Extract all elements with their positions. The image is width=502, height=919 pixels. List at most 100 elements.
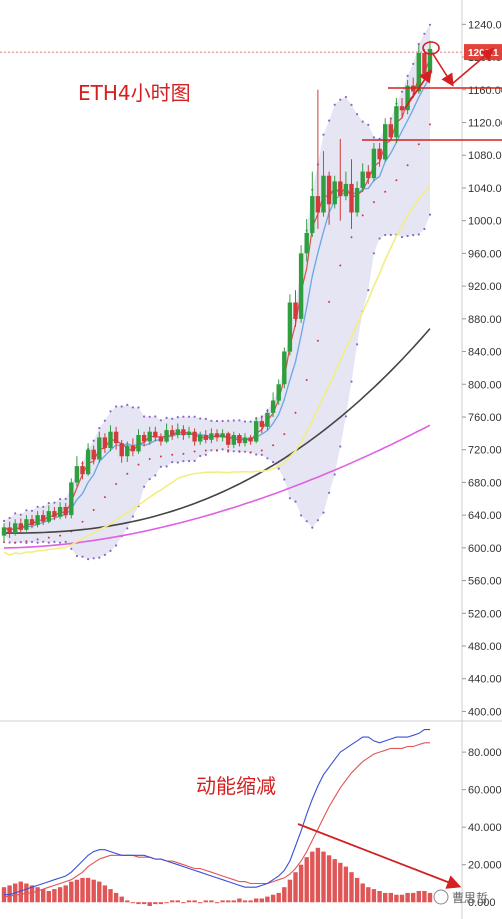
bollinger-upper-dot bbox=[30, 509, 34, 512]
bollinger-upper-dot bbox=[103, 419, 106, 422]
sar-dot bbox=[3, 541, 5, 544]
candle-body bbox=[7, 527, 12, 534]
candle-body bbox=[158, 437, 164, 442]
bollinger-lower-dot bbox=[176, 461, 179, 464]
candle-body bbox=[276, 384, 281, 401]
candle-body bbox=[147, 431, 152, 442]
histogram-bar bbox=[147, 902, 152, 906]
bollinger-upper-dot bbox=[92, 439, 95, 442]
candle-body bbox=[310, 196, 315, 233]
histogram-bar bbox=[242, 900, 248, 903]
price-tick-label: 640.00 bbox=[468, 510, 502, 522]
histogram-bar bbox=[170, 900, 175, 903]
candle-body bbox=[18, 523, 23, 530]
histogram-bar bbox=[52, 889, 57, 903]
bollinger-upper-dot bbox=[131, 406, 134, 409]
candle-body bbox=[304, 232, 309, 254]
bollinger-upper-dot bbox=[215, 419, 219, 423]
histogram-bar bbox=[198, 902, 203, 904]
histogram-bar bbox=[226, 900, 231, 903]
chart-title-annotation: ETH4小时图 bbox=[78, 81, 191, 105]
bollinger-upper-dot bbox=[339, 98, 342, 101]
histogram-bar bbox=[287, 879, 293, 903]
sar-dot bbox=[316, 339, 319, 342]
candle-body bbox=[343, 183, 349, 197]
sar-dot bbox=[92, 509, 95, 511]
candle-body bbox=[332, 181, 337, 205]
candle-body bbox=[63, 507, 68, 516]
bollinger-lower-dot bbox=[53, 540, 56, 544]
sar-dot bbox=[182, 452, 185, 455]
histogram-bar bbox=[315, 847, 321, 903]
sar-dot bbox=[429, 123, 431, 126]
bollinger-upper-dot bbox=[126, 403, 129, 406]
sar-dot bbox=[36, 538, 39, 541]
histogram-bar bbox=[338, 862, 343, 903]
candle-body bbox=[108, 431, 113, 449]
sar-dot bbox=[159, 455, 162, 458]
sar-dot bbox=[148, 458, 151, 460]
bollinger-band-fill bbox=[4, 24, 430, 560]
candle-body bbox=[338, 181, 343, 197]
bollinger-lower-dot bbox=[98, 556, 101, 559]
bollinger-lower-dot bbox=[232, 450, 235, 453]
candle-body bbox=[119, 443, 124, 457]
candle-body bbox=[270, 400, 276, 413]
price-tick-label: 520.00 bbox=[468, 608, 502, 620]
histogram-bar bbox=[130, 902, 136, 904]
histogram-bar bbox=[18, 881, 23, 903]
bollinger-lower-dot bbox=[182, 460, 185, 463]
bollinger-lower-dot bbox=[266, 457, 269, 460]
candle-body bbox=[175, 429, 180, 435]
histogram-bar bbox=[113, 892, 119, 903]
candle-body bbox=[97, 437, 102, 460]
bollinger-upper-dot bbox=[120, 405, 123, 408]
candle-body bbox=[383, 124, 388, 160]
candle-body bbox=[181, 429, 186, 435]
bollinger-lower-dot bbox=[417, 233, 420, 236]
bollinger-upper-dot bbox=[53, 501, 56, 504]
bollinger-upper-dot bbox=[64, 497, 67, 500]
bollinger-upper-dot bbox=[115, 405, 118, 408]
indicator-panel bbox=[1, 729, 433, 906]
bollinger-upper-dot bbox=[98, 427, 101, 430]
bollinger-upper-dot bbox=[182, 415, 185, 418]
histogram-bar bbox=[388, 892, 393, 903]
bollinger-upper-dot bbox=[176, 416, 179, 419]
histogram-bar bbox=[186, 900, 192, 903]
bollinger-lower-dot bbox=[30, 540, 34, 544]
candle-body bbox=[226, 433, 231, 445]
bollinger-upper-dot bbox=[221, 419, 224, 423]
candle-body bbox=[170, 430, 175, 435]
sar-dot bbox=[406, 164, 409, 167]
sar-dot bbox=[171, 453, 174, 456]
bollinger-lower-dot bbox=[300, 514, 303, 517]
histogram-bar bbox=[220, 900, 225, 903]
histogram-bar bbox=[354, 877, 360, 903]
candle-body bbox=[248, 437, 253, 442]
bollinger-upper-dot bbox=[154, 415, 157, 418]
histogram-bar bbox=[181, 902, 186, 904]
histogram-bar bbox=[29, 885, 35, 903]
bollinger-lower-dot bbox=[272, 461, 275, 464]
bollinger-upper-dot bbox=[19, 513, 22, 516]
candle-body bbox=[186, 431, 192, 435]
histogram-bar bbox=[141, 902, 147, 905]
bollinger-lower-dot bbox=[322, 511, 325, 514]
sar-dot bbox=[395, 179, 398, 182]
histogram-bar bbox=[91, 879, 96, 903]
bollinger-lower-dot bbox=[378, 237, 381, 240]
bollinger-upper-dot bbox=[199, 417, 202, 420]
sar-dot bbox=[47, 536, 50, 539]
candle-body bbox=[198, 435, 203, 442]
sar-dot bbox=[227, 449, 230, 452]
histogram-bar bbox=[63, 885, 68, 903]
candle-body bbox=[321, 175, 326, 213]
bollinger-lower-dot bbox=[154, 474, 157, 477]
bollinger-lower-dot bbox=[350, 380, 353, 383]
sar-dot bbox=[350, 236, 353, 239]
histogram-bar bbox=[276, 892, 281, 903]
bollinger-upper-dot bbox=[25, 509, 28, 512]
